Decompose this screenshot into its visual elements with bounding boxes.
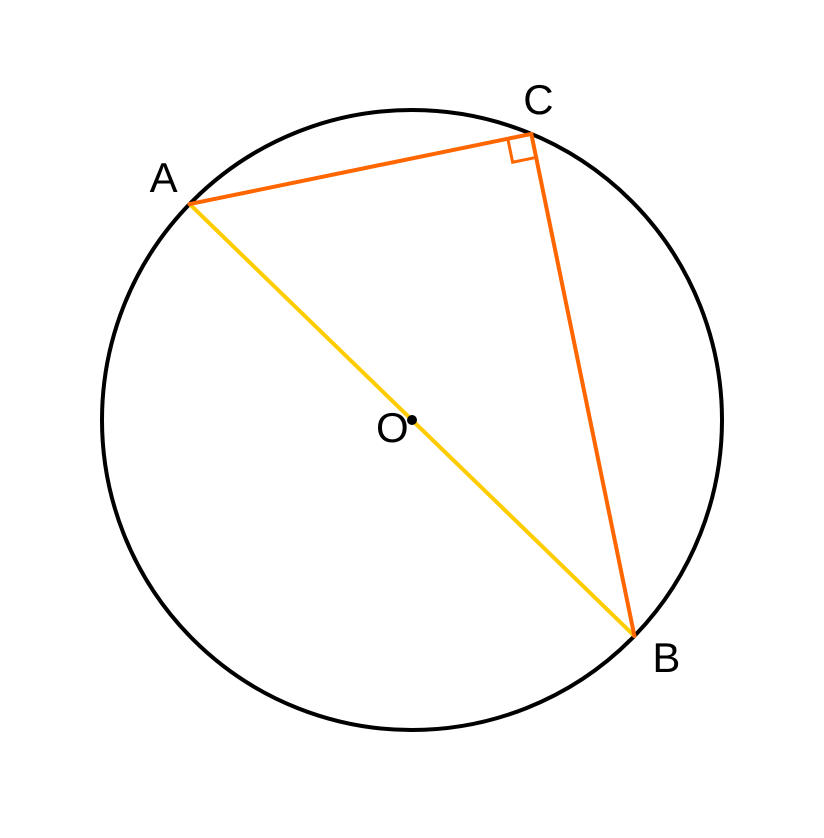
label-A: A [150, 154, 178, 201]
triangle-edges [190, 134, 635, 636]
label-B: B [652, 634, 680, 681]
point-labels: A B C O [150, 76, 681, 681]
segment-CB [531, 134, 634, 636]
segment-AC [190, 134, 532, 204]
label-C: C [523, 76, 553, 123]
label-O: O [376, 404, 409, 451]
geometry-diagram: A B C O [0, 0, 824, 838]
